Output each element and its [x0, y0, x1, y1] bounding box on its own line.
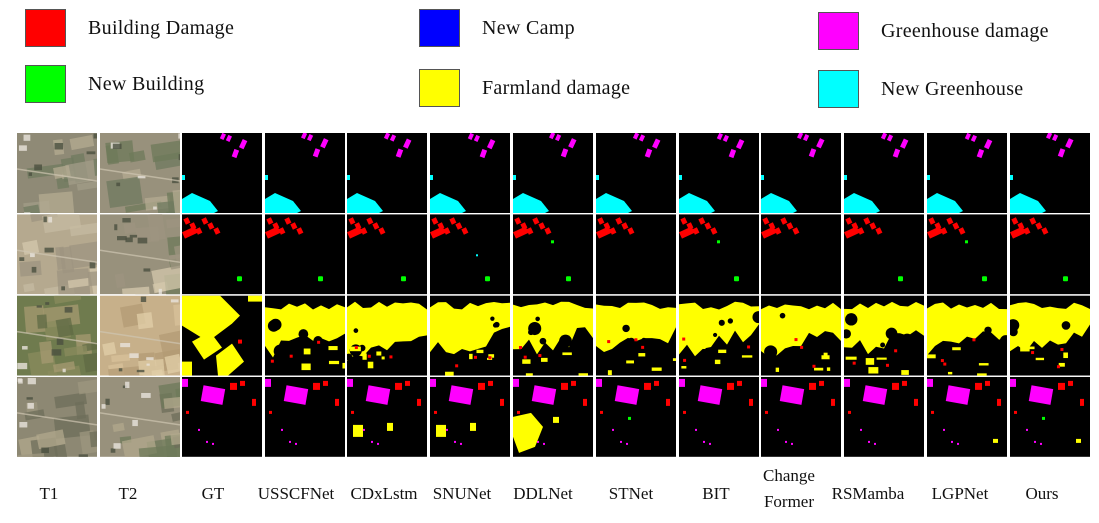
satellite-image-tile [100, 295, 180, 376]
legend-label: Building Damage [88, 16, 235, 39]
column-label: DDLNet [513, 484, 573, 503]
change-map-tile [265, 295, 345, 376]
column-label: Ours [1025, 484, 1059, 503]
change-map-tile [513, 376, 593, 457]
change-map-tile [927, 214, 1007, 295]
change-map-tile [1010, 133, 1090, 213]
satellite-image-tile [100, 214, 180, 295]
change-map-tile [347, 214, 427, 295]
column-label: GT [201, 484, 225, 503]
change-map-tile [596, 295, 676, 376]
change-map-tile [430, 133, 510, 213]
legend-label: New Camp [482, 16, 575, 39]
change-map-tile [596, 376, 676, 457]
change-map-tile [844, 295, 924, 376]
change-map-tile [927, 133, 1007, 213]
change-map-tile [182, 133, 262, 213]
change-map-tile [761, 214, 841, 295]
swatch-new-building [25, 65, 66, 103]
column-label: STNet [608, 484, 654, 503]
legend-label: Greenhouse damage [881, 19, 1049, 42]
satellite-image-tile [17, 133, 97, 213]
change-map-tile [679, 376, 759, 457]
change-map-tile [182, 214, 262, 295]
change-map-tile [265, 214, 345, 295]
swatch-new-camp [419, 9, 460, 47]
change-map-tile [844, 376, 924, 457]
legend-label: New Greenhouse [881, 77, 1024, 100]
column-label: T1 [39, 484, 59, 503]
change-map-tile [1010, 376, 1090, 457]
satellite-image-tile [17, 376, 97, 457]
satellite-image-tile [100, 376, 180, 457]
change-map-tile [679, 214, 759, 295]
change-map-tile [927, 376, 1007, 457]
change-map-tile [513, 214, 593, 295]
change-map-tile [844, 133, 924, 213]
column-label: LGPNet [931, 484, 989, 503]
change-map-tile [182, 295, 262, 376]
column-label: T2 [118, 484, 138, 503]
legend-item-building-damage: Building Damage [25, 9, 234, 47]
change-map-tile [265, 133, 345, 213]
column-label: BIT [702, 484, 730, 503]
satellite-image-tile [100, 133, 180, 213]
change-map-tile [927, 295, 1007, 376]
legend-item-new-camp: New Camp [419, 9, 575, 47]
change-map-tile [347, 376, 427, 457]
change-map-tile [596, 133, 676, 213]
swatch-greenhouse-damage [818, 12, 859, 50]
satellite-image-tile [17, 295, 97, 376]
legend-item-new-greenhouse: New Greenhouse [818, 70, 1023, 108]
swatch-new-greenhouse [818, 70, 859, 108]
change-map-tile [596, 214, 676, 295]
legend-label: New Building [88, 72, 205, 95]
change-map-tile [430, 214, 510, 295]
change-map-tile [679, 133, 759, 213]
column-label: USSCFNet [257, 484, 335, 503]
change-map-tile [265, 376, 345, 457]
column-label: CDxLstm [350, 484, 418, 503]
change-map-tile [182, 376, 262, 457]
legend-label: Farmland damage [482, 76, 631, 99]
change-map-tile [761, 133, 841, 213]
change-map-tile [430, 376, 510, 457]
change-map-tile [761, 376, 841, 457]
change-map-tile [1010, 214, 1090, 295]
legend-item-greenhouse-damage: Greenhouse damage [818, 12, 1049, 50]
change-map-tile [679, 295, 759, 376]
column-label: Change Former [763, 466, 815, 511]
column-label: SNUNet [432, 484, 492, 503]
satellite-image-tile [17, 214, 97, 295]
change-map-tile [347, 133, 427, 213]
change-map-tile [430, 295, 510, 376]
change-map-tile [1010, 295, 1090, 376]
change-map-tile [513, 133, 593, 213]
legend-item-farmland-damage: Farmland damage [419, 69, 630, 107]
change-map-tile [513, 295, 593, 376]
change-map-tile [347, 295, 427, 376]
legend-item-new-building: New Building [25, 65, 204, 103]
swatch-building-damage [25, 9, 66, 47]
swatch-farmland-damage [419, 69, 460, 107]
column-label: RSMamba [831, 484, 905, 503]
change-map-tile [761, 295, 841, 376]
change-map-tile [844, 214, 924, 295]
